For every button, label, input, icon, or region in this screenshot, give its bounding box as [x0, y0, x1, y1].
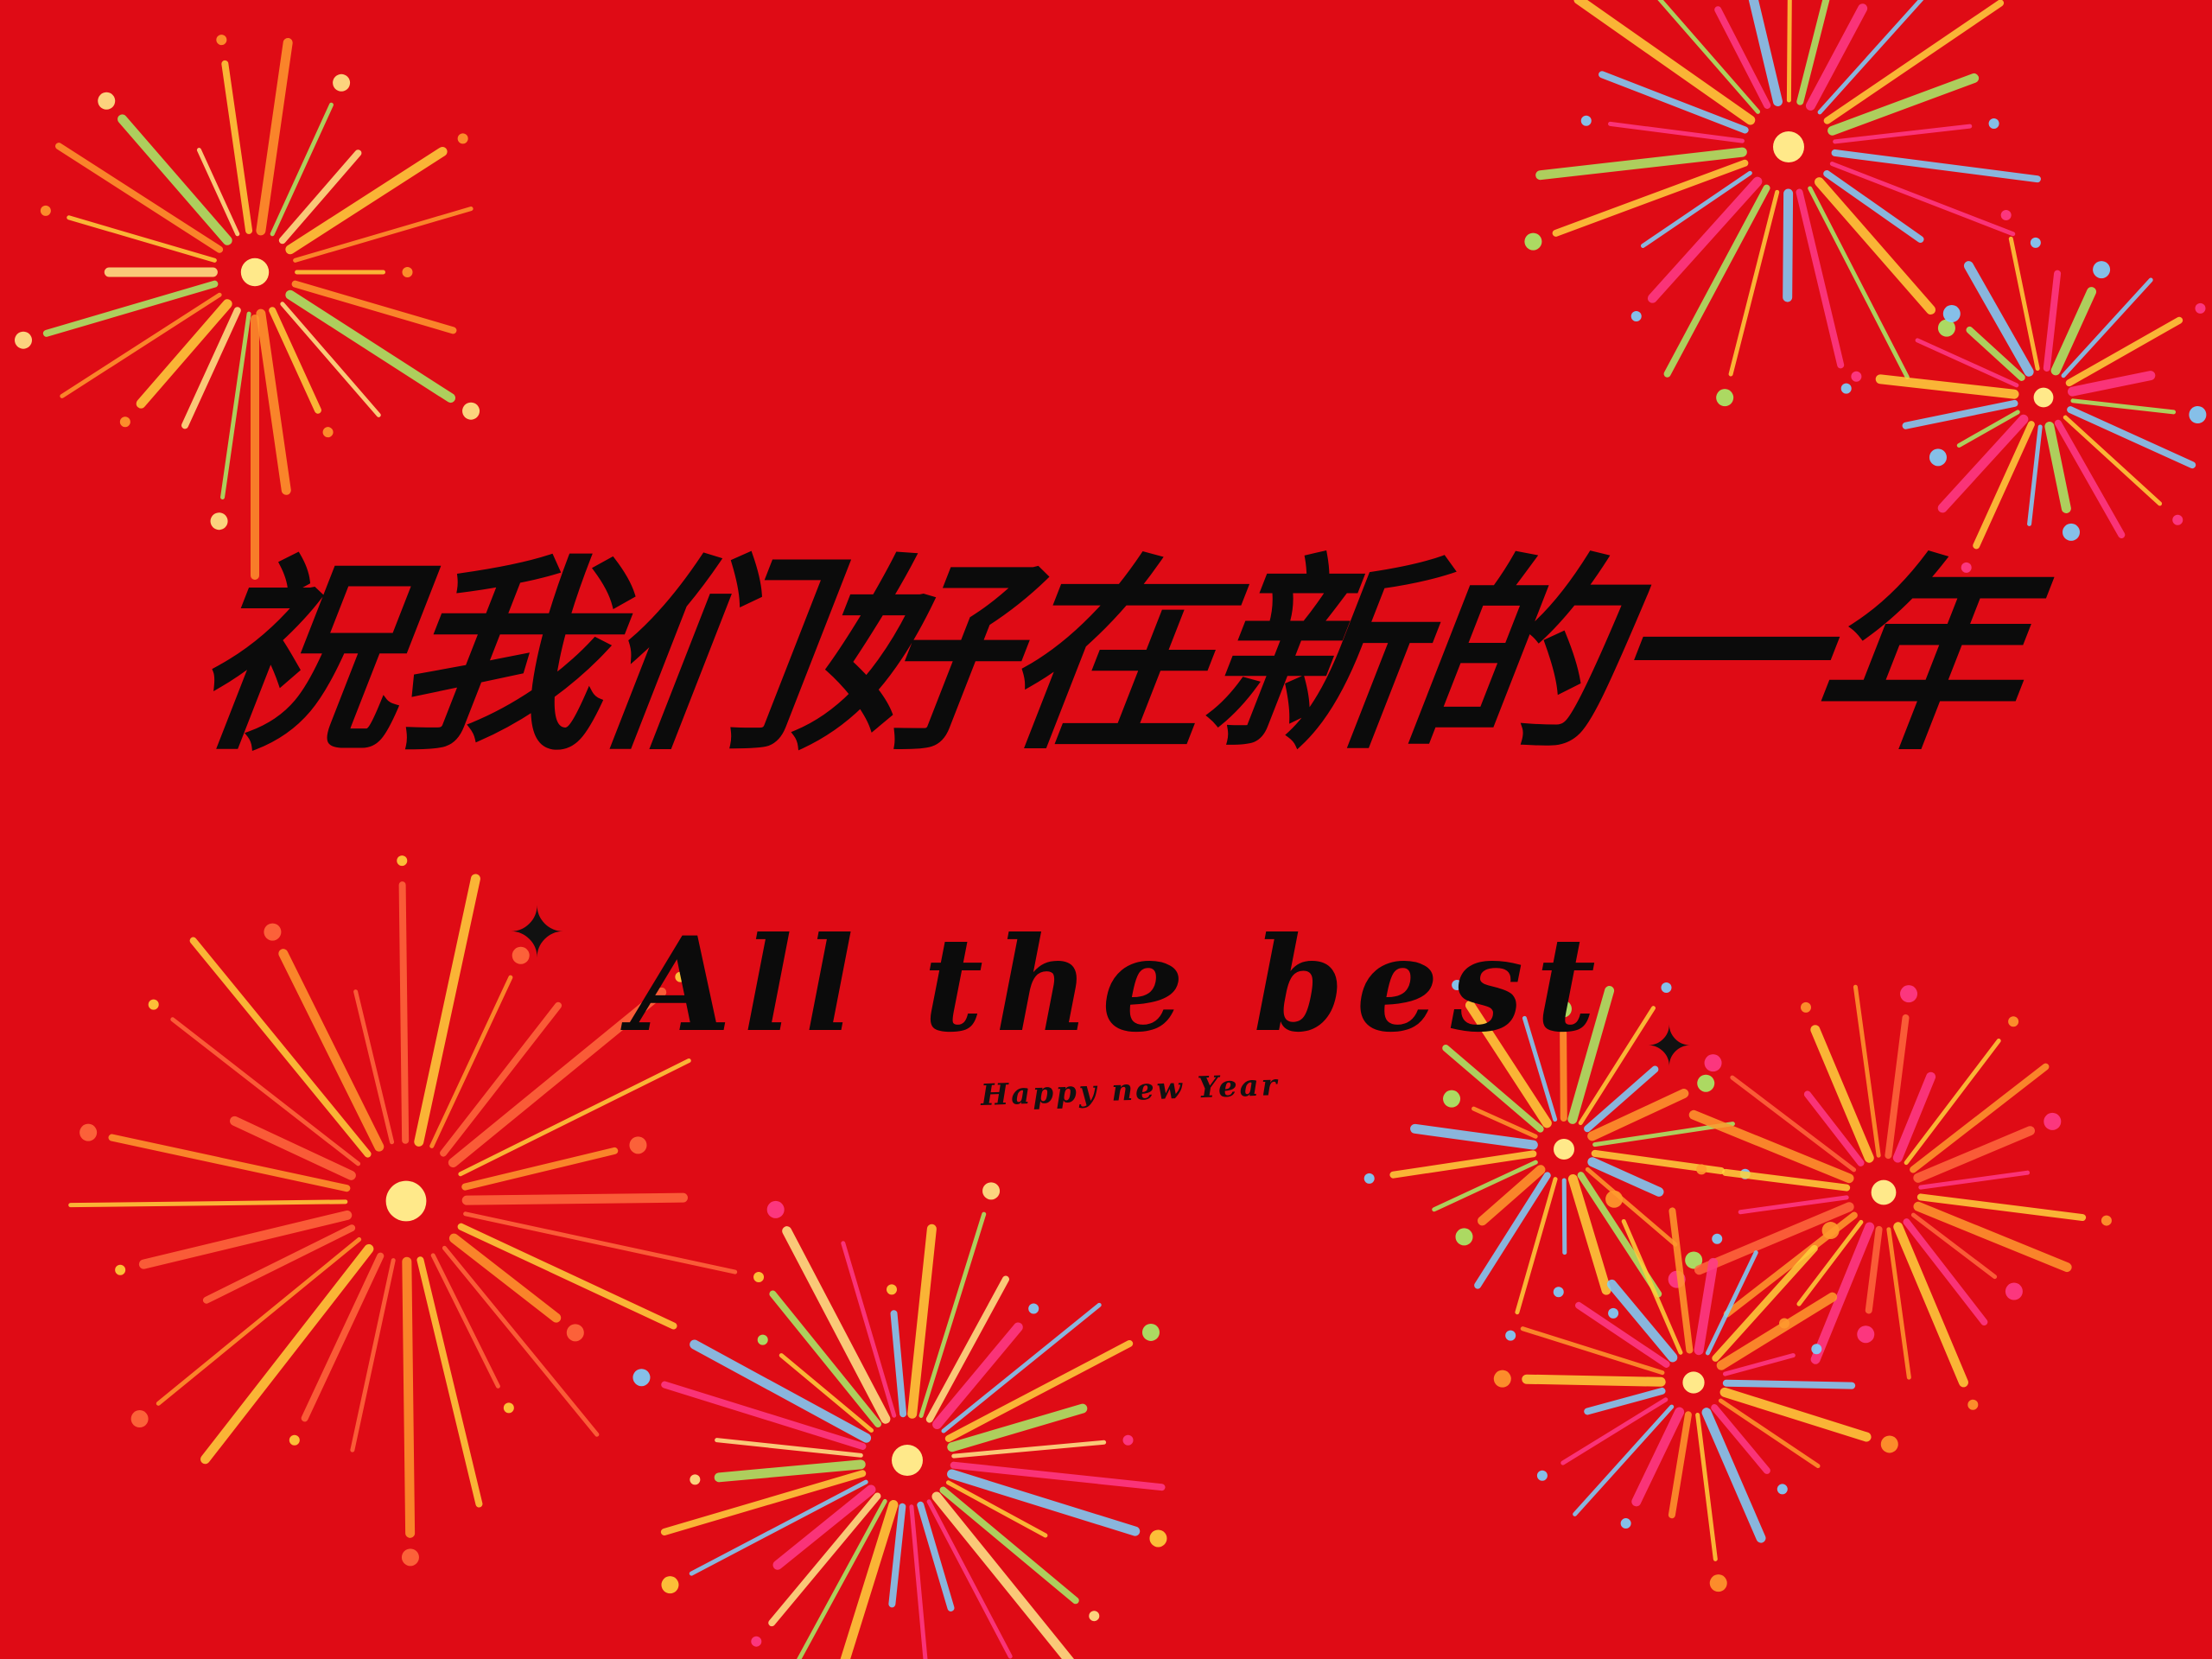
sparkle-icon: ✦	[508, 893, 567, 973]
firework-icon	[1851, 209, 2207, 573]
greeting-title: 祝我们好在新的一年	[179, 535, 2033, 779]
firework-icon	[1524, 0, 2041, 407]
sparkle-icon: ✦	[1646, 1015, 1693, 1079]
greeting-subtitle: All the best	[631, 909, 1608, 1061]
firework-icon	[1668, 984, 2112, 1410]
firework-icon	[1493, 1190, 1898, 1592]
firework-icon	[68, 855, 765, 1567]
firework-icon	[1363, 979, 1751, 1341]
firework-icon	[14, 35, 480, 580]
firework-icon	[632, 1182, 1167, 1659]
